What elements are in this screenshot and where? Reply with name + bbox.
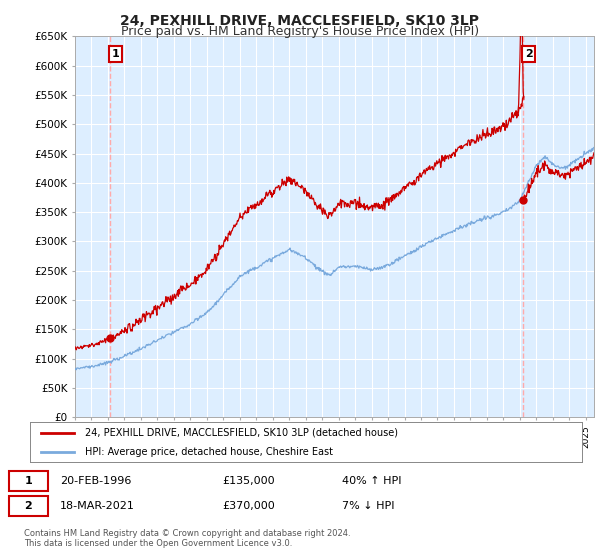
Text: 24, PEXHILL DRIVE, MACCLESFIELD, SK10 3LP: 24, PEXHILL DRIVE, MACCLESFIELD, SK10 3L… [121, 14, 479, 28]
Text: £135,000: £135,000 [222, 476, 275, 486]
Text: £370,000: £370,000 [222, 501, 275, 511]
Text: 40% ↑ HPI: 40% ↑ HPI [342, 476, 401, 486]
Text: 7% ↓ HPI: 7% ↓ HPI [342, 501, 395, 511]
Text: This data is licensed under the Open Government Licence v3.0.: This data is licensed under the Open Gov… [24, 539, 292, 548]
Text: Contains HM Land Registry data © Crown copyright and database right 2024.: Contains HM Land Registry data © Crown c… [24, 529, 350, 538]
Text: HPI: Average price, detached house, Cheshire East: HPI: Average price, detached house, Ches… [85, 447, 333, 457]
Text: 2: 2 [525, 49, 533, 59]
FancyBboxPatch shape [9, 496, 48, 516]
Text: 1: 1 [112, 49, 119, 59]
FancyBboxPatch shape [9, 470, 48, 491]
Text: 2: 2 [25, 501, 32, 511]
Text: 1: 1 [25, 476, 32, 486]
Text: 18-MAR-2021: 18-MAR-2021 [60, 501, 135, 511]
Text: 20-FEB-1996: 20-FEB-1996 [60, 476, 131, 486]
Text: 24, PEXHILL DRIVE, MACCLESFIELD, SK10 3LP (detached house): 24, PEXHILL DRIVE, MACCLESFIELD, SK10 3L… [85, 428, 398, 438]
Text: Price paid vs. HM Land Registry's House Price Index (HPI): Price paid vs. HM Land Registry's House … [121, 25, 479, 38]
